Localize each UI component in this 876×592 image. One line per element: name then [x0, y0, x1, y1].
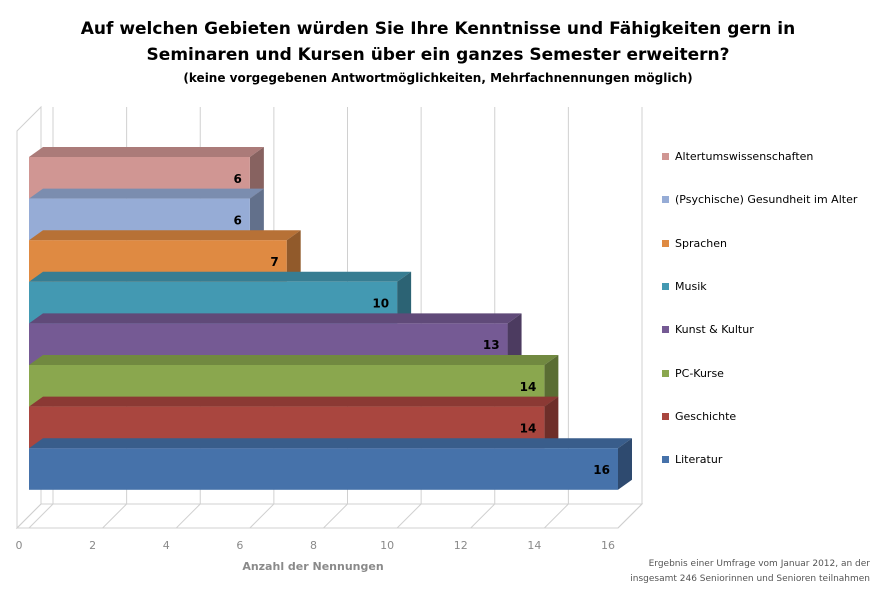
- legend-item: PC-Kurse: [662, 367, 724, 383]
- bar-top-face: [29, 313, 522, 324]
- legend-label: (Psychische) Gesundheit im Alter: [675, 193, 858, 206]
- data-label: 6: [234, 213, 242, 227]
- legend-swatch: [662, 282, 669, 290]
- data-label: 6: [234, 172, 242, 186]
- bar-top-face: [29, 230, 301, 241]
- bar-top-face: [29, 147, 264, 157]
- x-tick-label: 6: [236, 539, 243, 552]
- floor-gridline: [396, 503, 422, 529]
- legend-item: Literatur: [662, 453, 722, 469]
- data-label: 14: [520, 421, 537, 435]
- bar-side-face: [286, 230, 301, 282]
- footnote-line-2: insgesamt 246 Seniorinnen und Senioren t…: [630, 574, 870, 584]
- x-tick-label: 14: [527, 539, 541, 552]
- floor-gridline: [470, 503, 496, 529]
- bar-side-face: [544, 396, 559, 449]
- x-tick-label: 2: [89, 539, 96, 552]
- floor-gridline: [175, 503, 201, 529]
- bar-side-face: [249, 188, 264, 241]
- bar-top-face: [29, 396, 559, 407]
- floor-gridline: [323, 503, 348, 529]
- bar-top-face: [29, 438, 632, 449]
- legend-swatch: [662, 239, 669, 247]
- legend-swatch: [662, 369, 669, 377]
- x-tick-label: 0: [16, 539, 23, 552]
- legend-label: Altertumswissenschaften: [675, 150, 814, 163]
- legend-swatch: [662, 325, 669, 333]
- floor-gridline: [249, 503, 275, 529]
- footnote-line-1: Ergebnis einer Umfrage vom Januar 2012, …: [648, 559, 870, 569]
- legend-item: Altertumswissenschaften: [662, 150, 813, 166]
- floor-gridline: [28, 503, 54, 529]
- legend-swatch: [662, 412, 669, 420]
- data-label: 7: [270, 255, 278, 269]
- legend-label: Geschichte: [675, 410, 737, 423]
- legend-label: Kunst & Kultur: [675, 323, 754, 336]
- x-axis-label: Anzahl der Nennungen: [242, 560, 384, 573]
- data-label: 14: [520, 380, 537, 394]
- floor-gridline: [617, 503, 643, 529]
- data-label: 10: [372, 297, 389, 311]
- x-tick-label: 8: [310, 539, 317, 552]
- x-tick-label: 12: [454, 539, 468, 552]
- bar-side-face: [507, 313, 522, 365]
- bar-top-face: [29, 271, 412, 282]
- bar-side-face: [544, 355, 559, 407]
- chart-subtitle: (keine vorgegebenen Antwortmöglichkeiten…: [183, 71, 693, 85]
- legend-item: Musik: [662, 280, 707, 296]
- x-tick-label: 10: [380, 539, 394, 552]
- legend-swatch: [662, 195, 669, 203]
- bar: [29, 448, 618, 490]
- bar-side-face: [397, 271, 412, 324]
- legend-label: Sprachen: [675, 237, 727, 250]
- bar-side-face: [618, 438, 632, 490]
- legend-item: Geschichte: [662, 410, 736, 426]
- x-tick-label: 16: [601, 539, 615, 552]
- legend-swatch: [662, 455, 669, 463]
- legend-label: Literatur: [675, 453, 723, 466]
- legend-item: Sprachen: [662, 237, 727, 253]
- chart-title-line-2: Seminaren und Kursen über ein ganzes Sem…: [146, 45, 730, 65]
- floor-gridline: [102, 503, 127, 529]
- legend-label: PC-Kurse: [675, 367, 724, 380]
- floor-gridline: [544, 503, 569, 529]
- bar-top-face: [29, 188, 264, 199]
- legend-item: (Psychische) Gesundheit im Alter: [662, 193, 857, 209]
- footnote: Ergebnis einer Umfrage vom Januar 2012, …: [630, 557, 870, 587]
- data-label: 16: [593, 463, 610, 477]
- data-label: 13: [483, 338, 500, 352]
- legend-label: Musik: [675, 280, 707, 293]
- x-tick-label: 4: [163, 539, 170, 552]
- bar-top-face: [29, 355, 559, 365]
- chart-title-line-1: Auf welchen Gebieten würden Sie Ihre Ken…: [80, 19, 796, 39]
- legend-item: Kunst & Kultur: [662, 323, 754, 339]
- bar-side-face: [249, 147, 264, 199]
- legend-swatch: [662, 152, 669, 160]
